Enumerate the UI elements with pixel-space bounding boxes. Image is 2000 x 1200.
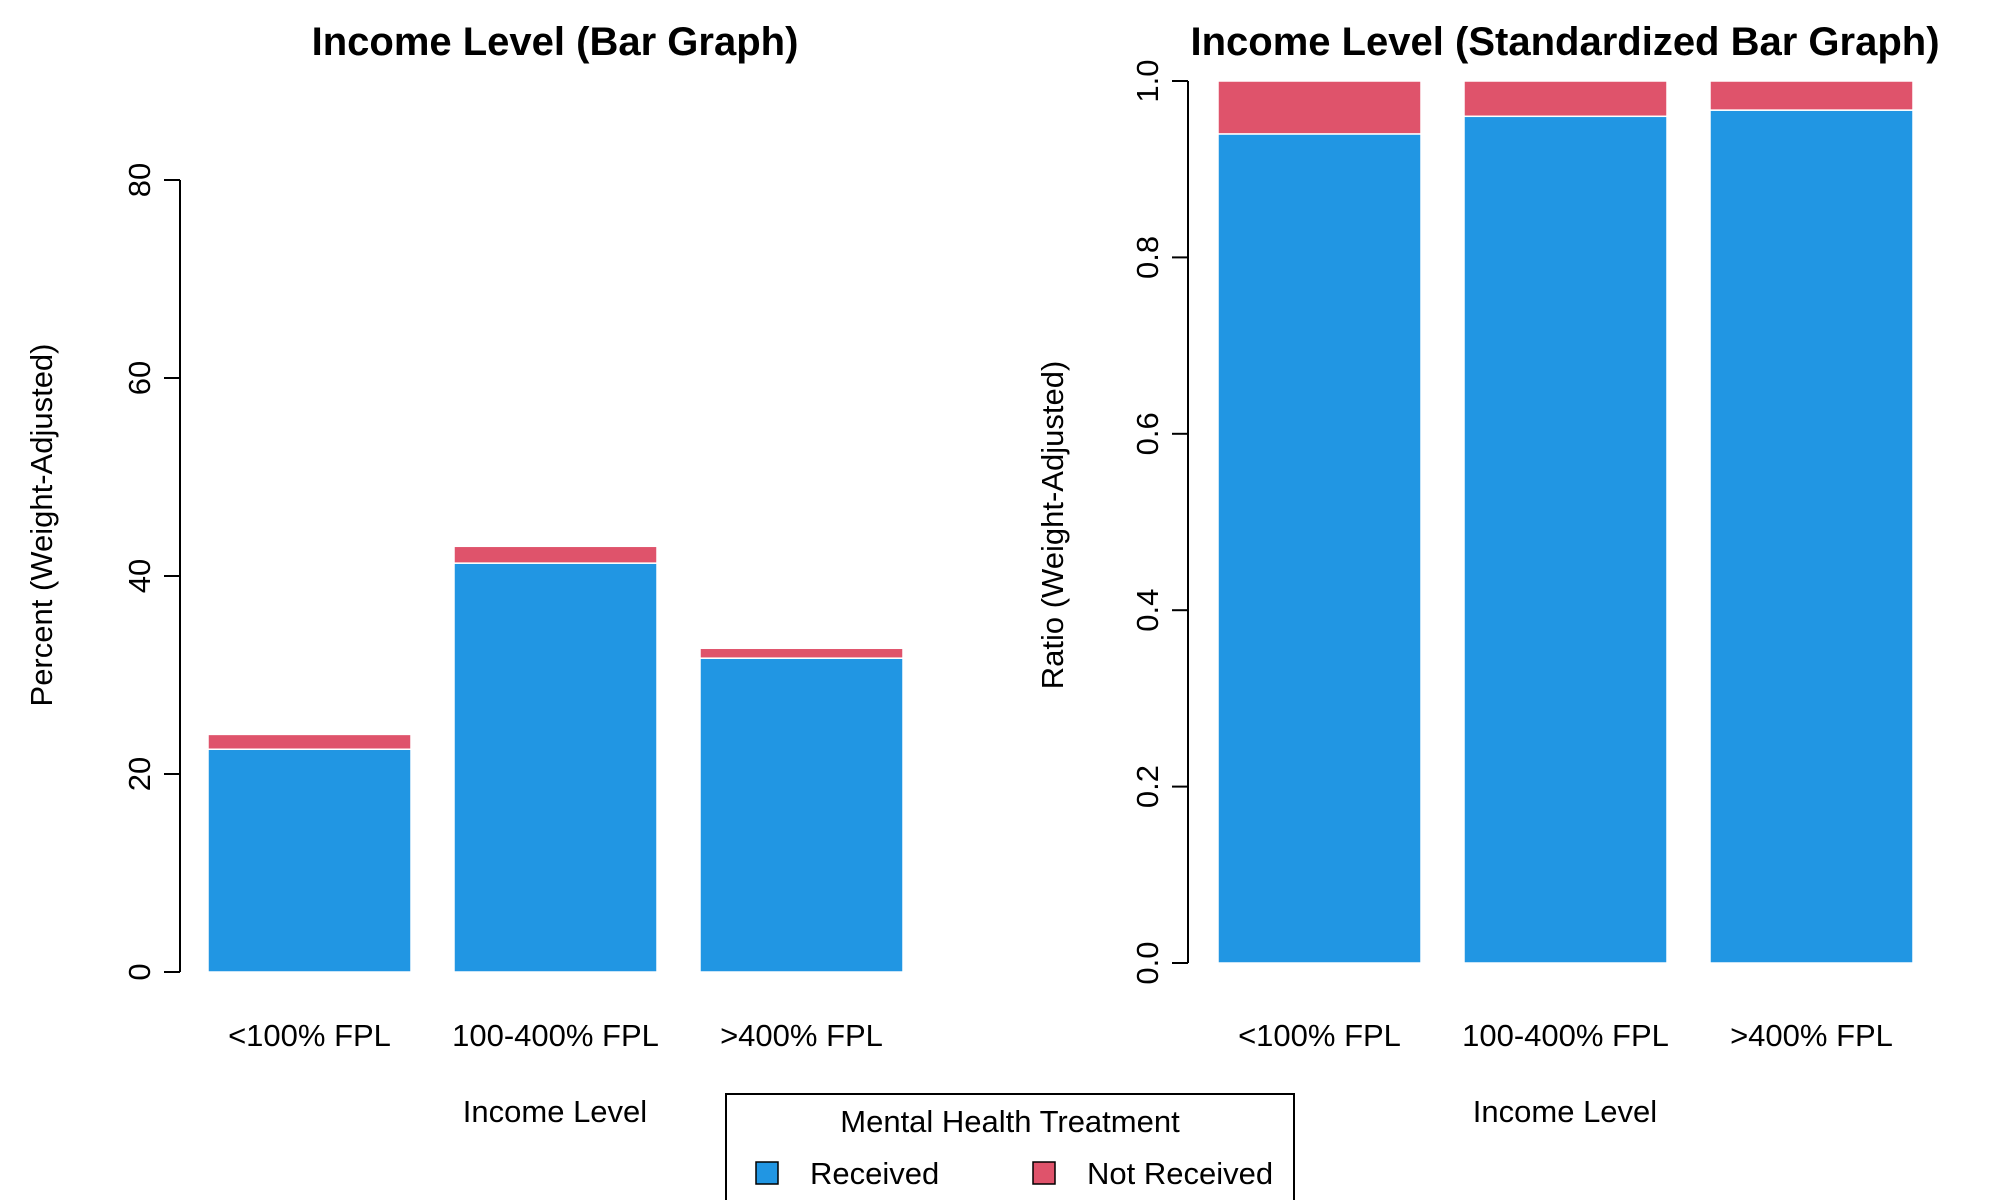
x-tick-label: 100-400% FPL (452, 1018, 659, 1053)
y-tick-label: 80 (122, 163, 157, 197)
chart-title: Income Level (Bar Graph) (312, 20, 799, 64)
bar-received-2 (1463, 115, 1668, 964)
bar-not-received-1 (1217, 80, 1422, 135)
legend-label-not-received: Not Received (1087, 1156, 1273, 1191)
legend-swatch-received (755, 1161, 779, 1185)
bar-received-1 (207, 748, 412, 973)
bar-chart-percent: Income Level (Bar Graph) Percent (Weight… (24, 20, 904, 1129)
bar-group (207, 545, 904, 973)
x-tick-labels: <100% FPL 100-400% FPL >400% FPL (1238, 1018, 1893, 1053)
x-tick-label: <100% FPL (228, 1018, 391, 1053)
y-tick-label: 0.4 (1130, 589, 1165, 632)
legend-title: Mental Health Treatment (840, 1104, 1180, 1139)
y-axis: 0 20 40 60 80 (122, 163, 181, 981)
y-tick-label: 0.6 (1130, 412, 1165, 455)
x-tick-label: >400% FPL (1730, 1018, 1893, 1053)
bar-not-received-1 (207, 733, 412, 751)
y-tick-label: 0 (122, 963, 157, 980)
x-axis-label: Income Level (1473, 1094, 1657, 1129)
bar-received-3 (1709, 109, 1914, 964)
bar-not-received-2 (1463, 80, 1668, 118)
bar-group (1217, 80, 1914, 964)
y-tick-label: 0.0 (1130, 941, 1165, 984)
bar-received-2 (453, 562, 658, 973)
y-tick-label: 0.2 (1130, 765, 1165, 808)
bar-received-3 (699, 657, 904, 973)
x-tick-labels: <100% FPL 100-400% FPL >400% FPL (228, 1018, 883, 1053)
bar-not-received-3 (699, 647, 904, 659)
y-tick-label: 60 (122, 361, 157, 395)
x-tick-label: 100-400% FPL (1462, 1018, 1669, 1053)
legend: Mental Health Treatment Received Not Rec… (725, 1093, 1295, 1200)
legend-box (725, 1093, 1295, 1200)
y-axis-label: Ratio (Weight-Adjusted) (1035, 361, 1070, 690)
y-tick-label: 0.8 (1130, 236, 1165, 279)
y-tick-label: 1.0 (1130, 59, 1165, 102)
legend-swatch-not-received (1032, 1161, 1056, 1185)
y-axis-label: Percent (Weight-Adjusted) (24, 344, 59, 707)
y-tick-label: 40 (122, 559, 157, 593)
x-tick-label: <100% FPL (1238, 1018, 1401, 1053)
bar-chart-ratio: Income Level (Standardized Bar Graph) Ra… (1035, 20, 1940, 1129)
bar-not-received-3 (1709, 80, 1914, 111)
y-tick-label: 20 (122, 757, 157, 791)
bar-received-1 (1217, 133, 1422, 964)
bar-not-received-2 (453, 545, 658, 564)
y-axis: 0.0 0.2 0.4 0.6 0.8 1.0 (1130, 59, 1189, 985)
x-tick-label: >400% FPL (720, 1018, 883, 1053)
x-axis-label: Income Level (463, 1094, 647, 1129)
legend-label-received: Received (810, 1156, 939, 1191)
chart-title: Income Level (Standardized Bar Graph) (1190, 20, 1939, 64)
